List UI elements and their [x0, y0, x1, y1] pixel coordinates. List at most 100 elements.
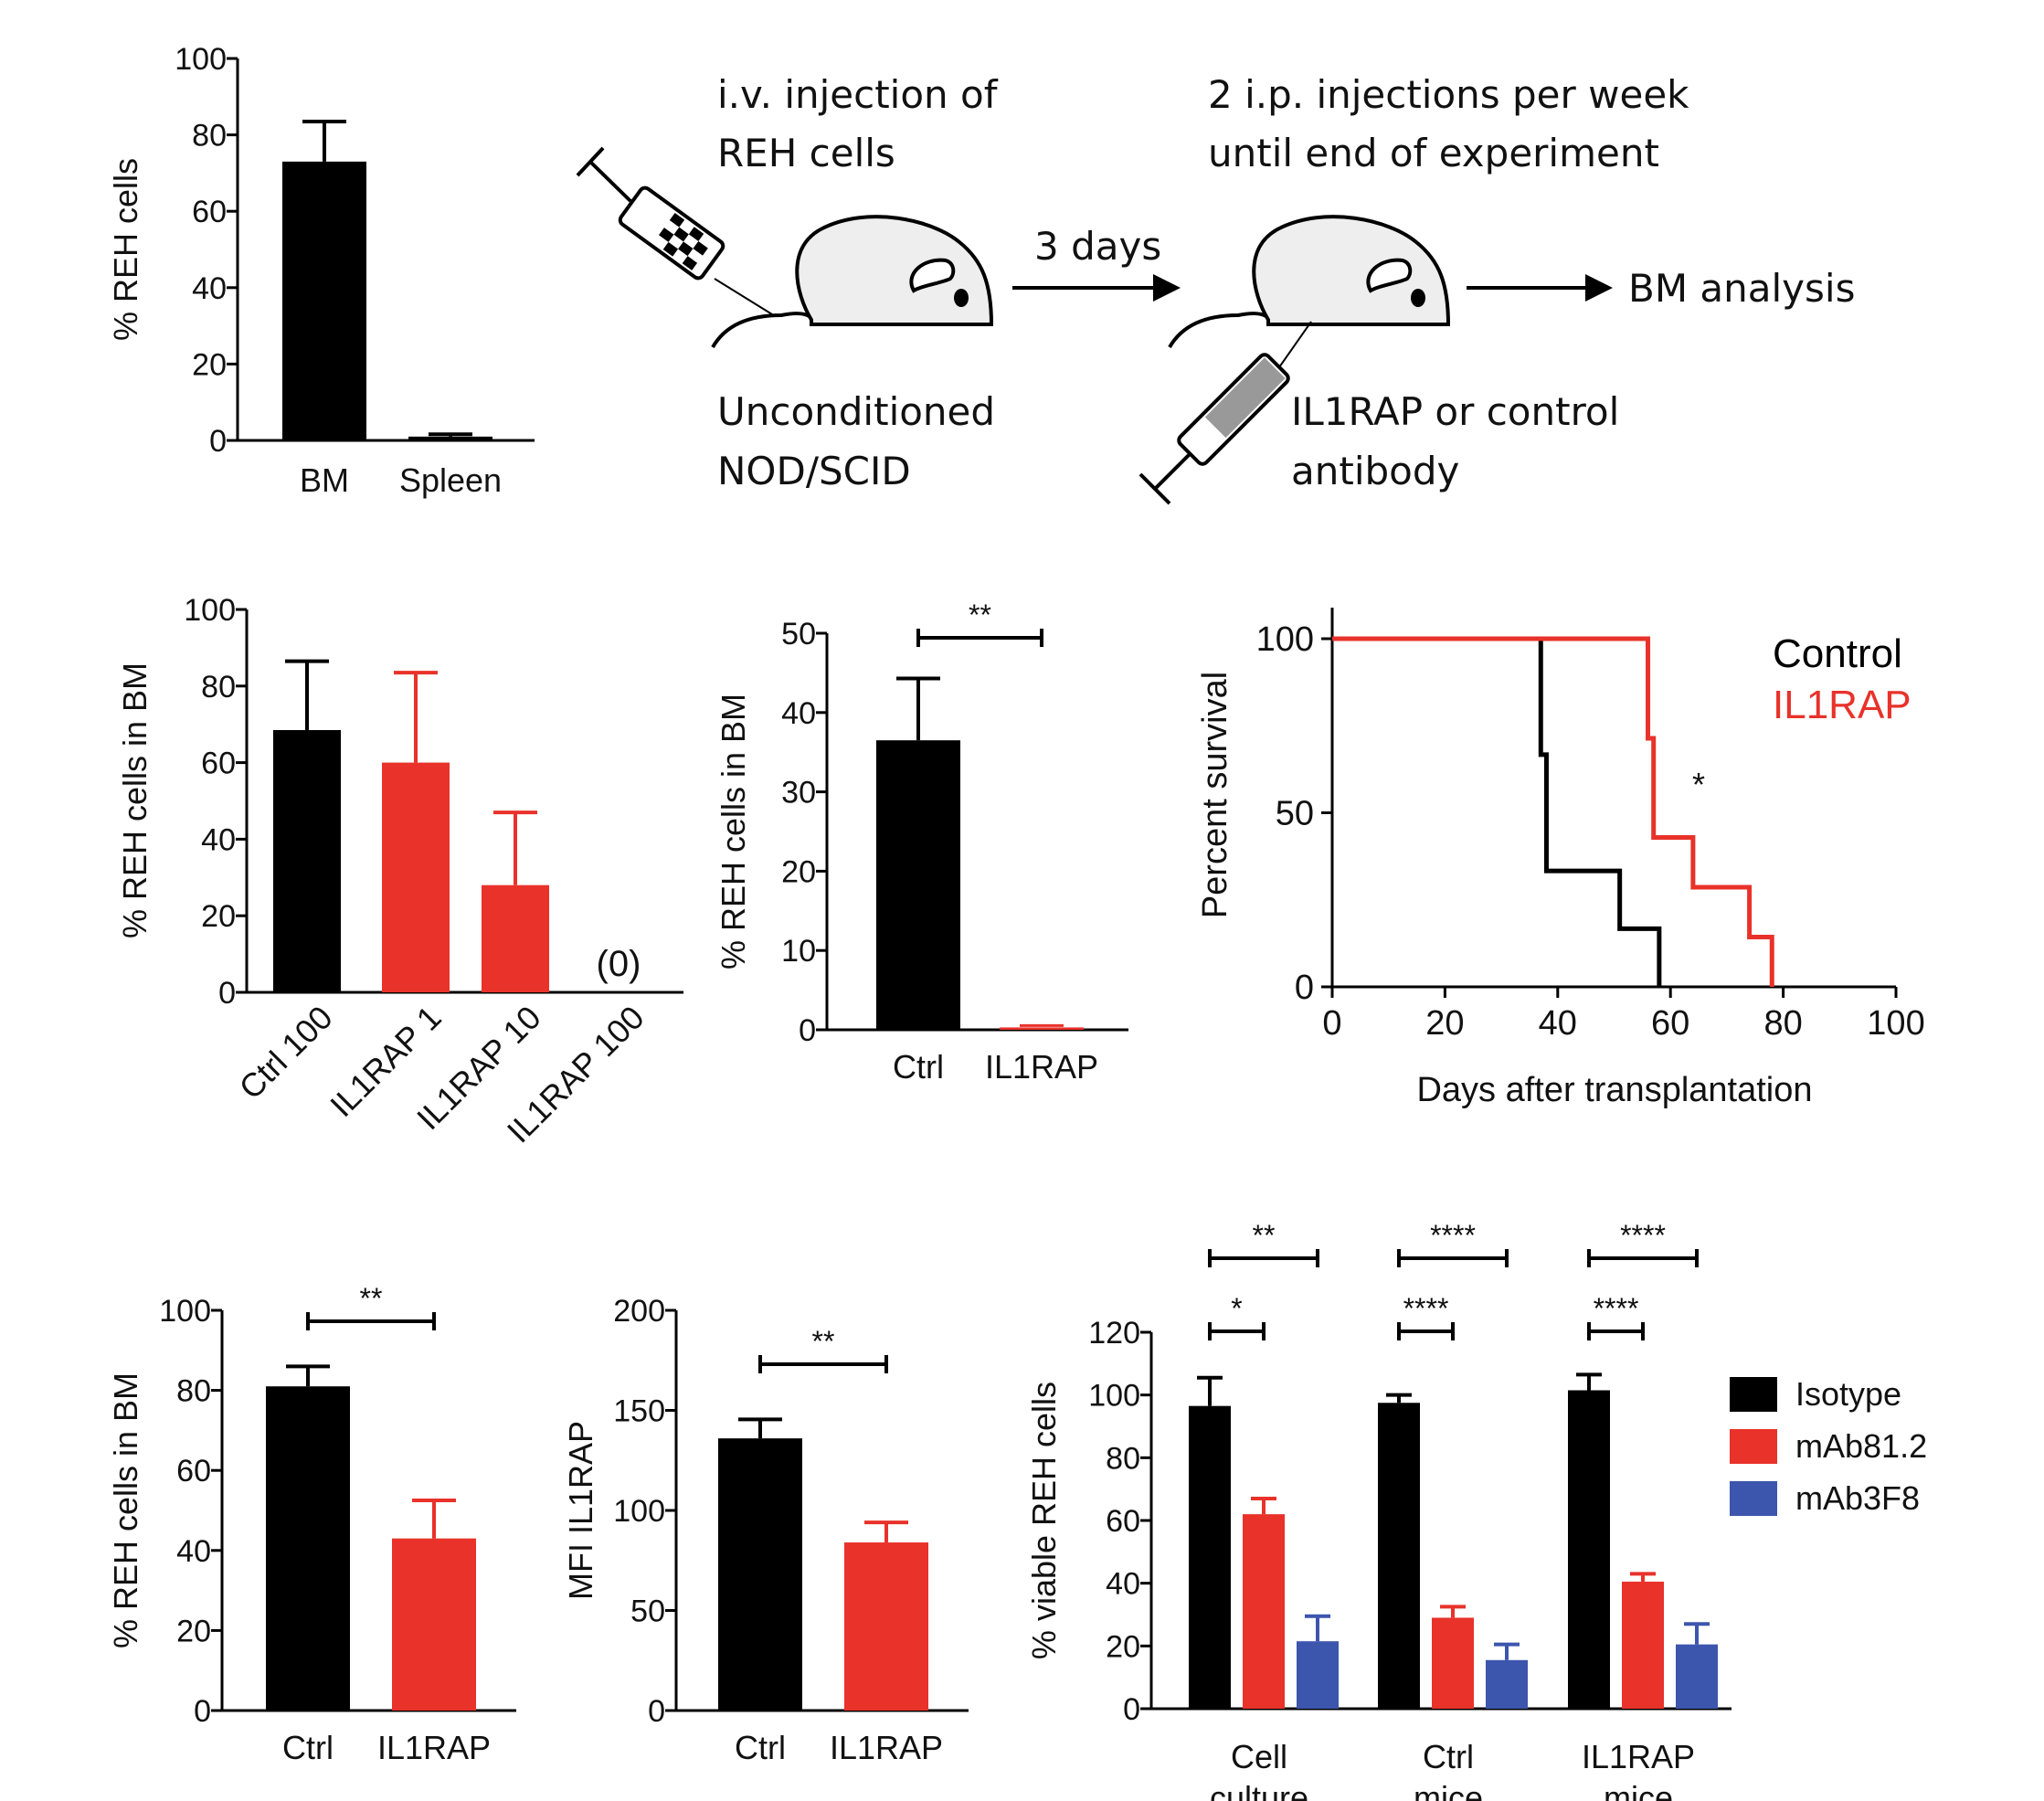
- bar: [1622, 1581, 1664, 1709]
- x-tick-label: 100: [1867, 1004, 1924, 1043]
- x-tick-label: 0: [1322, 1004, 1341, 1043]
- y-tick-label: 40: [201, 822, 236, 857]
- y-tick-label: 60: [201, 747, 236, 781]
- bar: [1243, 1514, 1285, 1709]
- y-tick-label: 50: [781, 617, 816, 652]
- x-tick-label: Ctrl: [1423, 1738, 1474, 1775]
- step1-text-line1: i.v. injection of: [717, 72, 999, 117]
- x-tick-label: Ctrl: [735, 1729, 786, 1766]
- survival-line-control: [1332, 636, 1662, 987]
- y-tick-label: 40: [192, 271, 227, 306]
- mouse-icon: [711, 215, 994, 349]
- bar: [844, 1542, 928, 1711]
- x-tick-label: Spleen: [399, 461, 502, 499]
- significance-label: **: [812, 1325, 835, 1358]
- step1-caption-line2: NOD/SCID: [717, 449, 911, 493]
- arrow-icon: [1467, 274, 1613, 302]
- syringe-icon: [576, 146, 773, 315]
- bar: [273, 729, 341, 992]
- y-tick-label: 100: [1256, 620, 1314, 659]
- y-tick-label: 0: [799, 1013, 816, 1048]
- y-tick-label: 80: [176, 1374, 211, 1409]
- y-tick-label: 30: [781, 776, 816, 810]
- y-tick-label: 20: [201, 899, 236, 934]
- legend-swatch: [1730, 1481, 1777, 1516]
- x-tick-label: Ctrl: [893, 1048, 944, 1086]
- step2-caption-line2: antibody: [1291, 449, 1459, 493]
- y-tick-label: 80: [201, 670, 236, 705]
- chart-bm-ctrl-vs-il1rap-a: 0 10 20 30 40 50 % REH cells in BM Ctrl IL1RAP **: [715, 599, 1128, 1086]
- y-tick-label: 0: [209, 424, 227, 459]
- legend-entry-mab81.2: mAb81.2: [1795, 1427, 1927, 1465]
- x-tick-label: IL1RAP: [377, 1729, 491, 1766]
- y-tick-label: 100: [175, 42, 227, 77]
- step2-text-line1: 2 i.p. injections per week: [1208, 72, 1689, 117]
- bar: [1297, 1641, 1339, 1709]
- y-axis-label: % REH cells in BM: [107, 1372, 144, 1648]
- chart-survival: 0 50 100 0 20 40 60 80 100 Days after transplanta…: [1196, 608, 1925, 1109]
- value-label: (0): [597, 944, 641, 984]
- bar: [382, 762, 450, 992]
- legend-entry-mab3f8: mAb3F8: [1795, 1479, 1920, 1517]
- y-tick-label: 80: [1106, 1441, 1140, 1476]
- bar: [1676, 1644, 1718, 1709]
- x-tick-label: IL1RAP: [830, 1729, 943, 1766]
- y-axis-label: % REH cells in BM: [116, 662, 154, 938]
- y-tick-label: 0: [218, 976, 236, 1011]
- y-axis-label: % REH cells: [107, 158, 144, 341]
- significance-label: ****: [1430, 1219, 1476, 1252]
- bar: [876, 740, 960, 1030]
- y-tick-label: 50: [630, 1594, 665, 1629]
- interval-label: 3 days: [1034, 224, 1161, 269]
- survival-line-il1rap: [1332, 636, 1774, 987]
- bar: [1189, 1405, 1231, 1709]
- x-tick-label: mice: [1414, 1779, 1483, 1801]
- step1-text-line2: REH cells: [717, 131, 895, 175]
- legend-entry-control: Control: [1773, 631, 1902, 676]
- legend-entry-isotype: Isotype: [1795, 1375, 1901, 1413]
- y-axis-label: Percent survival: [1196, 672, 1234, 918]
- chart-bm-ctrl-vs-il1rap-b: 0 20 40 60 80 100 % REH cells in BM Ctrl IL1RAP *…: [107, 1282, 516, 1766]
- y-tick-label: 80: [192, 119, 227, 154]
- y-tick-label: 0: [194, 1694, 211, 1729]
- y-tick-label: 20: [192, 347, 227, 382]
- bar: [408, 436, 492, 440]
- bar: [1000, 1027, 1084, 1030]
- significance-label: *: [1231, 1292, 1242, 1325]
- significance-label: **: [969, 599, 991, 631]
- bar: [482, 885, 549, 992]
- y-axis-label: % viable REH cells: [1025, 1382, 1063, 1659]
- y-tick-label: 100: [613, 1494, 665, 1529]
- y-tick-label: 60: [192, 195, 227, 229]
- mouse-icon: [1168, 215, 1451, 349]
- x-tick-label: BM: [300, 461, 349, 499]
- bar: [1486, 1659, 1528, 1709]
- bar: [1432, 1617, 1474, 1709]
- arrow-icon: [1012, 274, 1181, 302]
- x-tick-label: 60: [1651, 1004, 1689, 1043]
- legend-swatch: [1730, 1377, 1777, 1412]
- y-tick-label: 20: [176, 1614, 211, 1648]
- y-tick-label: 150: [613, 1394, 665, 1429]
- significance-label: *: [1692, 766, 1705, 803]
- x-tick-label: Cell: [1231, 1738, 1287, 1775]
- x-tick-label: 80: [1763, 1004, 1802, 1043]
- y-axis-label: % REH cells in BM: [715, 694, 752, 969]
- y-tick-label: 50: [1276, 795, 1314, 833]
- y-tick-label: 20: [781, 854, 816, 889]
- experiment-schematic: i.v. injection of REH cells Unconditione…: [576, 72, 1855, 505]
- y-tick-label: 100: [184, 593, 236, 628]
- y-tick-label: 120: [1088, 1316, 1140, 1351]
- step1-caption-line1: Unconditioned: [717, 389, 995, 434]
- significance-label: **: [360, 1282, 383, 1315]
- y-tick-label: 0: [648, 1694, 665, 1729]
- bar: [392, 1538, 476, 1711]
- x-tick-label: IL1RAP: [1582, 1738, 1695, 1775]
- y-tick-label: 200: [613, 1294, 665, 1329]
- y-tick-label: 40: [176, 1534, 211, 1569]
- y-tick-label: 10: [781, 934, 816, 969]
- x-tick-label: culture: [1210, 1779, 1308, 1801]
- y-tick-label: 100: [1088, 1379, 1140, 1414]
